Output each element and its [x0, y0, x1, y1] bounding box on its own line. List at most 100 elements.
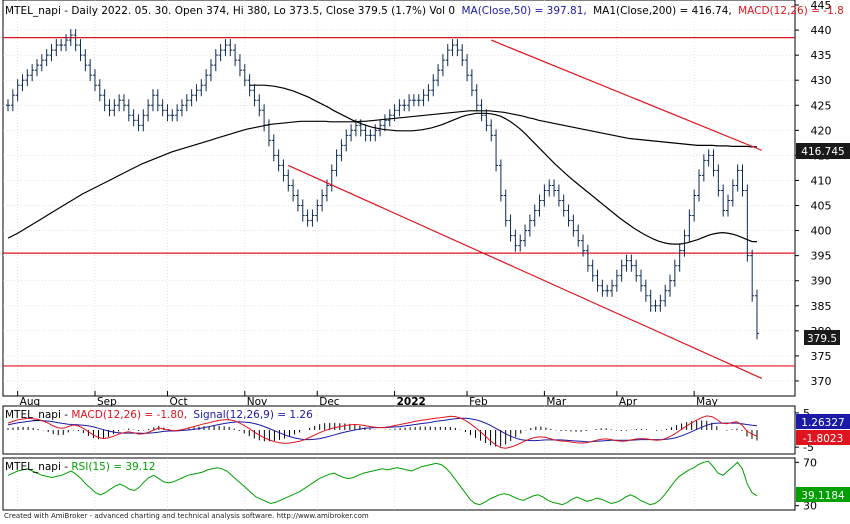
- price-bar: [189, 89, 194, 107]
- price-title-prefix: MTEL_napi - Daily 2022. 05. 30. Open 374…: [5, 5, 455, 17]
- price-panel: 3703753803853903954004054104154204254304…: [2, 0, 850, 408]
- price-bar: [755, 289, 759, 340]
- horizontal-levels: [3, 36, 795, 367]
- date-tick-label: Apr: [619, 396, 638, 408]
- price-bar: [363, 124, 368, 142]
- price-bar: [469, 69, 474, 97]
- price-bar: [150, 89, 155, 112]
- moving-averages: [7, 84, 758, 245]
- price-bar: [368, 129, 373, 142]
- price-bar: [629, 254, 634, 272]
- footer-credit: Created with AmiBroker - advanced charti…: [4, 512, 369, 520]
- price-bar: [692, 189, 697, 222]
- rsi-value-text: 39.1184: [801, 490, 845, 502]
- price-bar: [310, 209, 315, 227]
- date-axis: Aug Sep Oct Nov Dec 2022 Feb Mar Apr May: [17, 391, 718, 408]
- price-bar: [489, 119, 494, 142]
- price-bar: [610, 279, 615, 297]
- price-bar: [600, 279, 605, 297]
- macd-line: [7, 415, 758, 449]
- price-bar: [165, 104, 170, 122]
- rsi-title-prefix: MTEL_napi -: [5, 461, 71, 473]
- price-bar: [585, 244, 590, 272]
- price-bar: [431, 74, 436, 97]
- price-bar: [421, 89, 426, 107]
- price-bar: [721, 184, 726, 217]
- date-tick-label: Feb: [469, 396, 488, 408]
- price-bar: [407, 94, 412, 112]
- price-bar: [54, 39, 59, 57]
- price-bar: [78, 39, 83, 62]
- price-bar: [523, 224, 528, 247]
- price-frame: [2, 0, 796, 397]
- price-bar: [208, 59, 213, 82]
- price-bar: [107, 99, 112, 117]
- price-bar: [344, 129, 349, 152]
- price-bar: [677, 244, 682, 272]
- rsi-tick-label: 30: [803, 500, 817, 513]
- price-bar: [228, 39, 233, 57]
- price-bar: [30, 64, 35, 82]
- price-bar: [547, 179, 552, 197]
- channel-trendlines: [288, 39, 763, 380]
- price-bar: [624, 254, 629, 272]
- price-bar: [634, 259, 639, 282]
- price-bar: [508, 214, 513, 242]
- price-bar: [358, 119, 363, 137]
- signal-value-badge: [796, 414, 850, 429]
- price-tick-label: 385: [811, 300, 832, 313]
- rsi-value-label: RSI(15) = 39.12: [71, 461, 155, 473]
- date-tick-label: Nov: [247, 396, 268, 408]
- price-tick-label: 430: [811, 74, 832, 87]
- date-tick-label: 2022: [397, 396, 426, 408]
- price-bar: [242, 64, 247, 87]
- price-bar: [590, 259, 595, 282]
- price-bar: [295, 189, 300, 212]
- price-bar: [416, 94, 421, 107]
- price-bar: [701, 154, 706, 182]
- price-bar: [556, 184, 561, 207]
- price-bar: [668, 274, 673, 297]
- price-bar: [97, 79, 102, 102]
- macd-tick-label: -5: [803, 441, 814, 454]
- price-bar: [436, 64, 441, 87]
- price-bar: [411, 94, 416, 107]
- price-bar: [595, 269, 600, 292]
- price-bar: [465, 54, 470, 82]
- macd-value-text: -1.8023: [803, 433, 844, 445]
- rsi-line-group: [7, 460, 758, 506]
- price-bar: [730, 179, 735, 207]
- rsi-title: MTEL_napi - RSI(15) = 39.12: [5, 461, 156, 473]
- price-bar: [334, 149, 339, 177]
- price-bar: [552, 179, 557, 197]
- price-bar: [716, 164, 721, 197]
- macd-tick-label: 5: [803, 407, 810, 420]
- price-bar: [440, 54, 445, 77]
- price-bar: [513, 229, 518, 252]
- price-bar: [194, 84, 199, 102]
- signal-value-text: 1.26327: [801, 417, 844, 429]
- price-bar: [576, 224, 581, 247]
- price-bar: [112, 99, 117, 117]
- price-bar: [131, 109, 136, 127]
- price-bar: [146, 99, 151, 122]
- price-bar: [39, 54, 44, 72]
- rsi-panel: 70 30 MTEL_napi - RSI(15) = 39.12 39.1184: [2, 456, 850, 513]
- close-value-badge: [804, 330, 840, 345]
- price-bar: [387, 109, 392, 127]
- date-tick-label: Mar: [546, 396, 566, 408]
- price-tick-label: 435: [811, 49, 832, 62]
- price-bar: [44, 49, 49, 67]
- price-bar: [740, 164, 745, 197]
- macd-lines: [7, 415, 758, 449]
- price-bar: [571, 214, 576, 237]
- macd-header-label: MACD(12,26) = -1.8: [738, 5, 844, 17]
- price-tick-label: 395: [811, 250, 832, 263]
- price-tick-label: 445: [811, 0, 832, 12]
- price-bar: [445, 44, 450, 67]
- date-tick-label: Oct: [169, 396, 187, 408]
- price-bar: [136, 114, 141, 132]
- ma50-line: [249, 84, 757, 245]
- ma50-label: MA(Close,50) = 397.81,: [461, 5, 586, 17]
- ma200-value-text: 416.745: [801, 146, 844, 158]
